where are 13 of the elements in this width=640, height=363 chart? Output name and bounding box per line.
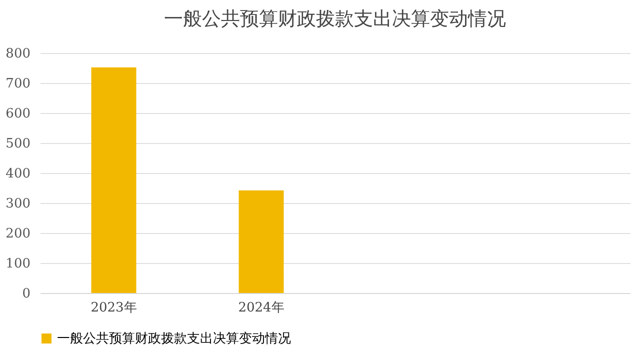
y-tick-label: 200 <box>6 226 30 242</box>
y-tick-label: 500 <box>6 136 30 152</box>
y-tick-label: 600 <box>6 106 30 122</box>
y-tick-label: 800 <box>6 46 30 62</box>
x-tick-label: 2023年 <box>90 300 137 316</box>
y-tick-label: 700 <box>6 76 30 92</box>
legend-label: 一般公共预算财政拨款支出决算变动情况 <box>57 332 291 346</box>
x-tick-label: 2024年 <box>238 300 284 316</box>
y-tick-label: 300 <box>6 196 30 212</box>
y-tick-label: 400 <box>6 166 30 182</box>
y-tick-label: 0 <box>22 286 30 302</box>
y-tick-label: 100 <box>6 256 30 272</box>
chart-title: 一般公共预算财政拨款支出决算变动情况 <box>164 8 506 30</box>
